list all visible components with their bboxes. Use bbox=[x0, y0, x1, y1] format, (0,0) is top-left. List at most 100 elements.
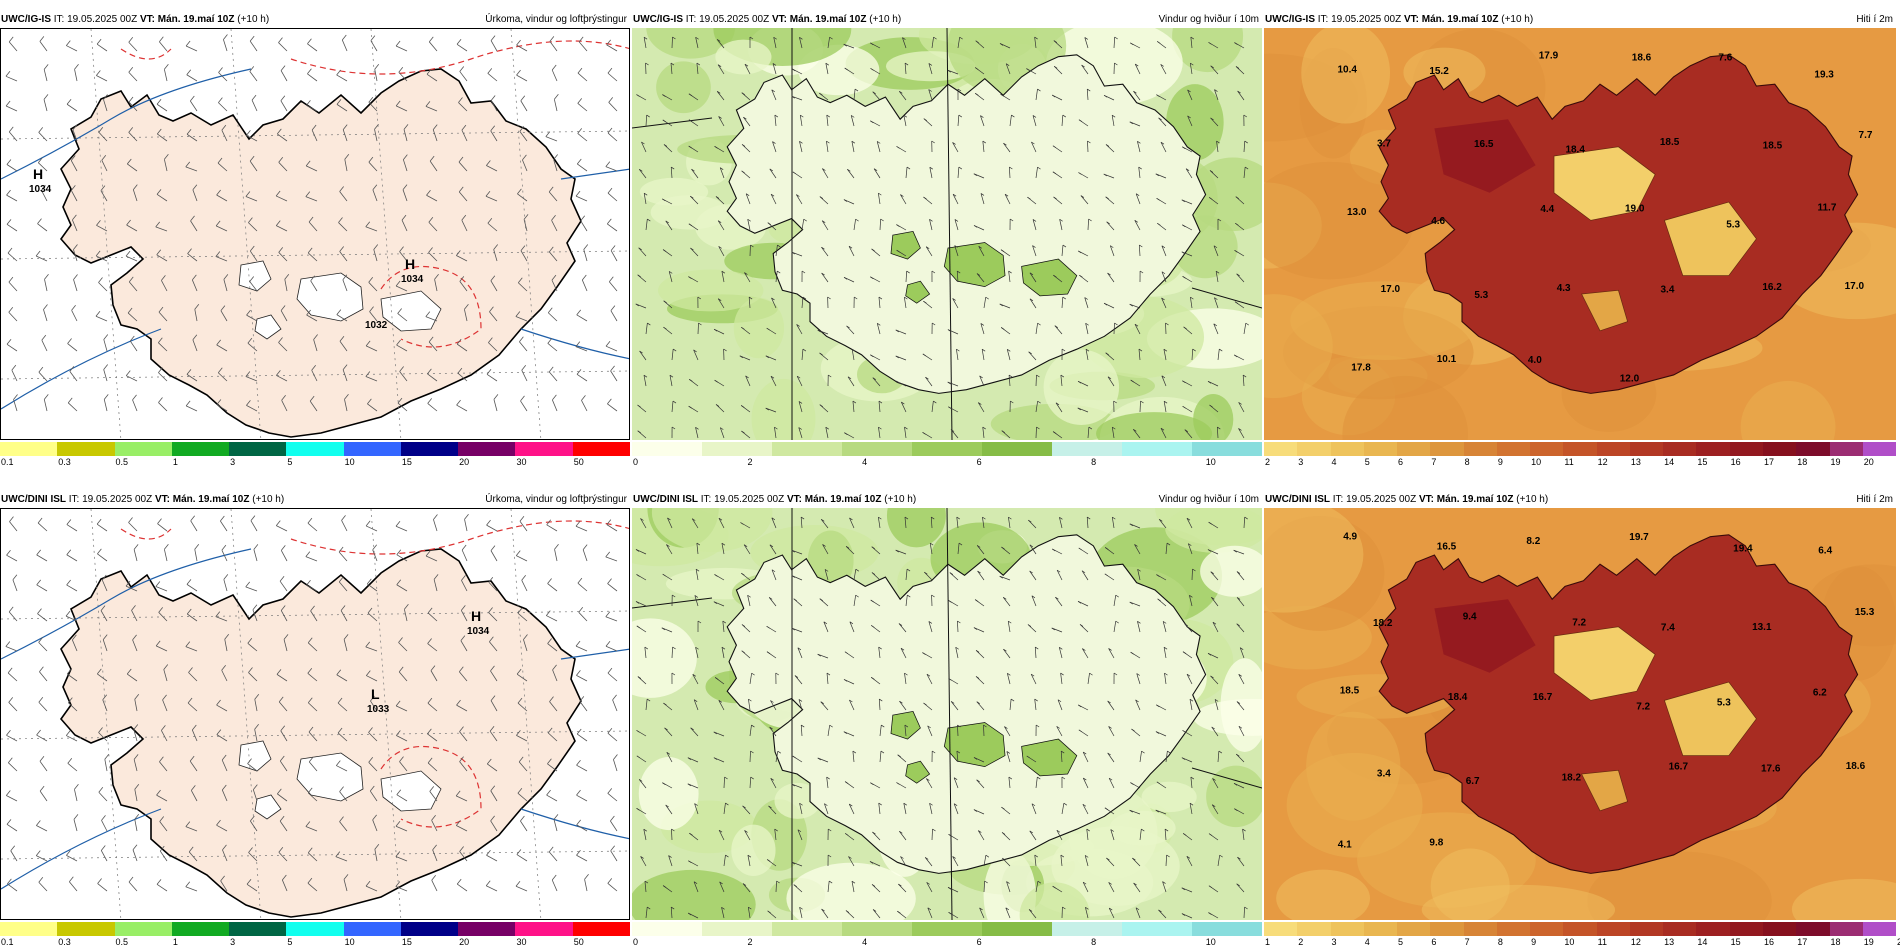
temperature-label: 5.3 bbox=[1474, 290, 1488, 301]
colorbar-tick-label: 20 bbox=[459, 937, 470, 947]
colorbar-swatch bbox=[1363, 922, 1398, 936]
colorbar-tick-label: 13 bbox=[1664, 937, 1675, 947]
temperature-label: 18.5 bbox=[1340, 686, 1360, 697]
colorbar-swatch bbox=[0, 442, 58, 456]
pressure-center-h: H bbox=[405, 256, 415, 272]
colorbar-swatch bbox=[229, 442, 287, 456]
colorbar-tick-label: 8 bbox=[1091, 457, 1097, 467]
temperature-label: 19.0 bbox=[1625, 203, 1645, 214]
temperature-label: 18.5 bbox=[1660, 137, 1680, 148]
colorbar-swatch bbox=[1297, 442, 1331, 456]
map-area bbox=[632, 508, 1262, 920]
colorbar-tick-label: 10 bbox=[1564, 937, 1575, 947]
colorbar-swatch bbox=[1862, 922, 1897, 936]
colorbar-swatch bbox=[1563, 442, 1597, 456]
temperature-label: 4.1 bbox=[1338, 839, 1352, 850]
colorbar-tick-label: 5 bbox=[1364, 457, 1370, 467]
colorbar-tick-label: 18 bbox=[1830, 937, 1841, 947]
colorbar-swatch bbox=[1729, 922, 1763, 936]
colorbar-swatch bbox=[343, 442, 401, 456]
colorbar-tick-label: 0.5 bbox=[115, 937, 129, 947]
colorbar-swatch bbox=[1122, 922, 1192, 936]
colorbar-tick-label: 10 bbox=[344, 937, 355, 947]
colorbar-tick-label: 3 bbox=[1298, 457, 1304, 467]
colorbar-swatch bbox=[1796, 922, 1830, 936]
colorbar-ticks: 2 3 4 5 6 7 8 9 10 11 12 13 14 15 16 17 18 19 20 bbox=[1264, 457, 1896, 469]
colorbar-swatch bbox=[772, 922, 842, 936]
temperature-label: 6.7 bbox=[1466, 776, 1480, 787]
colorbar-tick-label: 10 bbox=[1531, 457, 1542, 467]
map-svg: H 1034 L 1033 bbox=[1, 509, 629, 919]
map-area: 10.4 15.2 17.9 18.6 7.6 19.3 3.7 16.5 18.4 18.5 18… bbox=[1264, 28, 1896, 440]
colorbar-swatch bbox=[1430, 442, 1464, 456]
colorbar-tick-label: 16 bbox=[1730, 457, 1741, 467]
colorbar-swatch bbox=[286, 442, 344, 456]
temperature-label: 8.2 bbox=[1526, 536, 1540, 547]
colorbar-tick-label: 10 bbox=[344, 457, 355, 467]
colorbar-swatch bbox=[842, 442, 912, 456]
valid-time: Mán. 19.maí 10Z bbox=[172, 494, 250, 505]
colorbar-swatch bbox=[1829, 442, 1863, 456]
colorbar-tick-label: 3 bbox=[230, 457, 236, 467]
map-svg: 4.9 16.5 8.2 19.7 19.4 6.4 18.2 9.4 7.2 7.4 13.1 15… bbox=[1264, 508, 1896, 920]
panel-precip-dini: UWC/DINI ISL IT: 19.05.2025 00Z VT: Mán.… bbox=[0, 492, 630, 947]
colorbar-tick-label: 5 bbox=[287, 457, 293, 467]
colorbar-tick-label: 15 bbox=[1730, 937, 1741, 947]
temperature-label: 4.3 bbox=[1557, 283, 1571, 294]
colorbar-swatch bbox=[1192, 442, 1262, 456]
colorbar-swatch bbox=[982, 442, 1052, 456]
colorbar-tick-label: 18 bbox=[1797, 457, 1808, 467]
colorbar-swatch bbox=[458, 442, 516, 456]
colorbar-ticks: 0.1 0.3 0.5 1 3 5 10 15 20 30 50 bbox=[0, 937, 630, 949]
colorbar-swatch bbox=[1297, 922, 1331, 936]
temperature-label: 7.2 bbox=[1572, 618, 1586, 629]
map-area: H 1034 L 1033 bbox=[0, 508, 630, 920]
map-svg: 10.4 15.2 17.9 18.6 7.6 19.3 3.7 16.5 18.4 18.5 18… bbox=[1264, 28, 1896, 440]
colorbar-tick-label: 20 bbox=[459, 457, 470, 467]
product-name: Vindur og hviður í 10m bbox=[1158, 494, 1259, 505]
colorbar bbox=[0, 442, 630, 456]
colorbar-swatch bbox=[1052, 922, 1122, 936]
init-time: 19.05.2025 00Z bbox=[1331, 14, 1402, 25]
temperature-label: 13.1 bbox=[1752, 622, 1772, 633]
lead-time: (+10 h) bbox=[884, 494, 917, 505]
colorbar-swatch bbox=[702, 922, 772, 936]
colorbar-swatch bbox=[1663, 922, 1697, 936]
temperature-label: 3.4 bbox=[1661, 284, 1675, 295]
pressure-value: 1034 bbox=[29, 184, 52, 195]
temperature-label: 18.2 bbox=[1562, 772, 1582, 783]
colorbar-swatch bbox=[229, 922, 287, 936]
colorbar-swatch bbox=[1264, 922, 1298, 936]
colorbar-tick-label: 9 bbox=[1497, 457, 1503, 467]
colorbar-tick-label: 17 bbox=[1763, 457, 1774, 467]
colorbar-tick-label: 3 bbox=[230, 937, 236, 947]
colorbar-swatch bbox=[171, 922, 230, 936]
colorbar-swatch bbox=[912, 442, 982, 456]
pressure-center-h: H bbox=[471, 608, 481, 624]
product-name: Vindur og hviður í 10m bbox=[1158, 14, 1259, 25]
temperature-label: 16.2 bbox=[1762, 282, 1782, 293]
temperature-label: 18.4 bbox=[1565, 145, 1585, 156]
colorbar-swatch bbox=[1596, 922, 1630, 936]
colorbar-swatch bbox=[1629, 922, 1664, 936]
temperature-label: 7.2 bbox=[1636, 701, 1650, 712]
colorbar-swatch bbox=[57, 922, 115, 936]
colorbar-tick-label: 6 bbox=[976, 457, 982, 467]
temperature-label: 7.7 bbox=[1859, 130, 1873, 141]
temperature-label: 6.2 bbox=[1813, 688, 1827, 699]
temperature-label: 7.6 bbox=[1718, 52, 1732, 63]
colorbar-tick-label: 6 bbox=[976, 937, 982, 947]
colorbar-swatch bbox=[1330, 922, 1364, 936]
product-name: Úrkoma, vindur og loftþrýstingur bbox=[485, 494, 627, 505]
pressure-value: 1032 bbox=[365, 320, 388, 331]
colorbar-swatch bbox=[1463, 922, 1497, 936]
colorbar-tick-label: 13 bbox=[1630, 457, 1641, 467]
panel-precip-igis: UWC/IG-IS IT: 19.05.2025 00Z VT: Mán. 19… bbox=[0, 12, 630, 467]
colorbar-tick-label: 3 bbox=[1331, 937, 1337, 947]
colorbar-tick-label: 2 bbox=[747, 937, 753, 947]
temperature-label: 15.3 bbox=[1855, 607, 1875, 618]
colorbar-tick-label: 2 bbox=[1298, 937, 1304, 947]
colorbar-tick-label: 19 bbox=[1830, 457, 1841, 467]
colorbar-tick-label: 0.3 bbox=[58, 457, 71, 467]
temperature-label: 19.7 bbox=[1629, 532, 1649, 543]
